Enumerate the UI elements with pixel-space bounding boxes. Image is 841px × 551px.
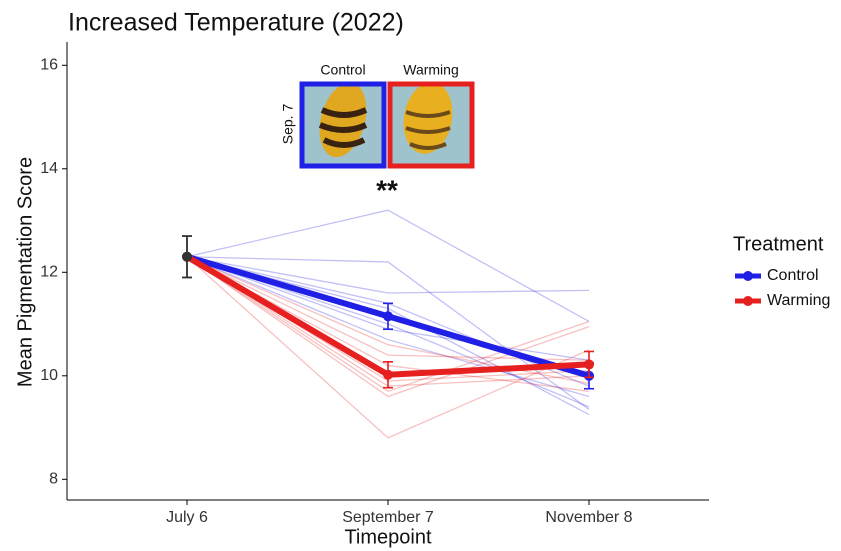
point	[383, 311, 393, 321]
inset: Control Warming Sep. 7 **	[280, 62, 473, 206]
y-tick-label: 12	[40, 264, 58, 281]
y-tick-label: 10	[40, 367, 58, 384]
y-tick-label: 8	[49, 471, 58, 488]
legend-swatch	[743, 271, 753, 281]
legend-swatch	[743, 296, 753, 306]
legend-title: Treatment	[733, 233, 824, 255]
legend-label: Warming	[767, 292, 830, 309]
significance: **	[376, 174, 398, 205]
legend-label: Control	[767, 267, 819, 284]
x-axis-label: Timepoint	[344, 526, 432, 548]
inset-side-label: Sep. 7	[280, 104, 296, 145]
point	[182, 252, 192, 262]
y-axis-label: Mean Pigmentation Score	[14, 157, 36, 387]
y-tick-label: 16	[40, 57, 58, 74]
y-tick-label: 14	[40, 160, 58, 177]
x-tick-label: November 8	[545, 509, 632, 526]
inset-label: Warming	[403, 62, 459, 78]
x-tick-label: July 6	[166, 509, 208, 526]
chart-title: Increased Temperature (2022)	[68, 9, 404, 37]
x-tick-label: September 7	[342, 509, 434, 526]
chart: Increased Temperature (2022) Timepoint M…	[0, 0, 841, 551]
point	[584, 359, 594, 369]
point	[383, 370, 393, 380]
inset-label: Control	[320, 62, 365, 78]
